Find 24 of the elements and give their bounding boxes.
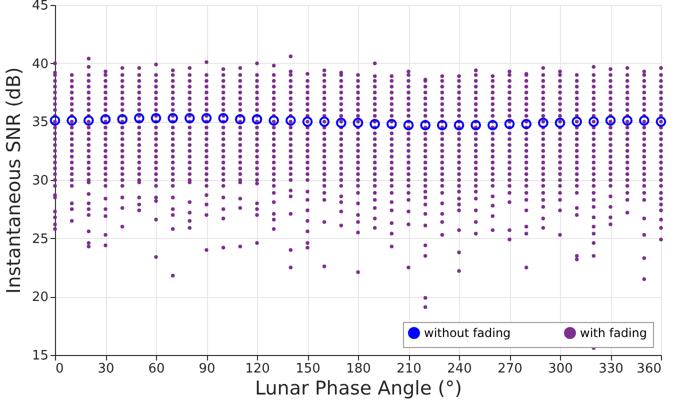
y-tick-label: 15 xyxy=(32,348,48,364)
x-tick-label: 330 xyxy=(598,362,624,376)
y-tick-label: 30 xyxy=(32,174,48,188)
x-tick-label: 300 xyxy=(548,362,573,376)
y-tick-label: 35 xyxy=(32,115,48,130)
x-tick-label: 240 xyxy=(447,362,472,376)
legend-label: without fading xyxy=(424,326,511,340)
x-tick-label: 120 xyxy=(245,362,270,376)
y-tick-label: 25 xyxy=(32,232,48,247)
x-tick-label: 0 xyxy=(56,362,64,376)
x-tick-label: 30 xyxy=(98,362,114,376)
x-tick-label: 90 xyxy=(198,362,216,376)
x-tick-label: 360 xyxy=(636,362,662,376)
x-tick-label: 150 xyxy=(296,362,320,376)
x-tick-label: 180 xyxy=(346,362,371,376)
legend-label: with fading xyxy=(580,326,648,340)
y-tick-label: 20 xyxy=(32,290,48,306)
y-axis-title: Instantaneous SNR (dB) xyxy=(2,67,25,294)
x-tick-label: 60 xyxy=(148,362,165,376)
y-tick-label: 40 xyxy=(32,56,48,72)
x-tick-label: 210 xyxy=(396,362,422,376)
x-axis-title: Lunar Phase Angle (°) xyxy=(254,378,462,400)
x-tick-label: 270 xyxy=(498,362,522,376)
y-tick-label: 45 xyxy=(32,0,48,14)
